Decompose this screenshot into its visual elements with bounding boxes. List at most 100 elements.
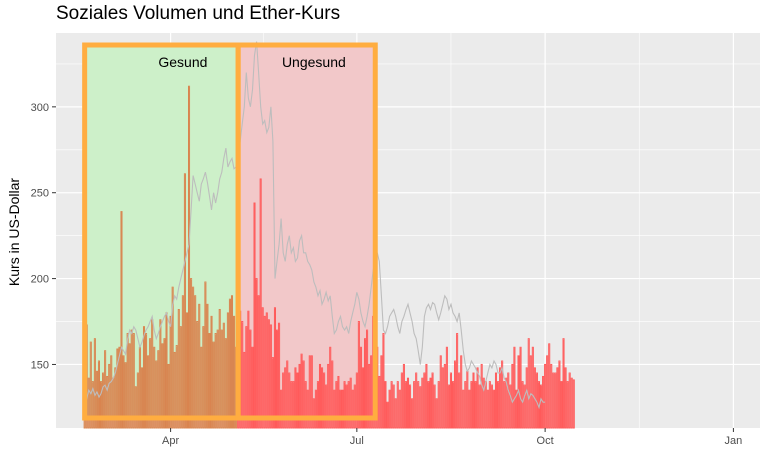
volume-bar bbox=[478, 384, 481, 429]
volume-bar bbox=[396, 381, 399, 429]
volume-bar bbox=[280, 389, 283, 429]
volume-bar bbox=[474, 381, 477, 429]
volume-bar bbox=[179, 326, 182, 429]
volume-bar bbox=[308, 355, 311, 429]
volume-bar bbox=[499, 367, 502, 429]
volume-bar bbox=[464, 381, 467, 429]
volume-bar bbox=[190, 278, 193, 429]
volume-bar bbox=[284, 367, 287, 429]
volume-bar bbox=[128, 343, 131, 429]
volume-bar bbox=[316, 381, 319, 429]
volume-bar bbox=[349, 377, 352, 429]
volume-bar bbox=[198, 303, 201, 429]
volume-bar bbox=[294, 367, 297, 429]
volume-bar bbox=[136, 372, 139, 429]
volume-bar bbox=[310, 355, 313, 429]
volume-bar bbox=[492, 389, 495, 429]
volume-bar bbox=[132, 333, 135, 429]
volume-bar bbox=[503, 381, 506, 429]
volume-bar bbox=[400, 372, 403, 429]
volume-bar bbox=[423, 372, 426, 429]
volume-bar bbox=[306, 389, 309, 429]
volume-bar bbox=[560, 381, 563, 429]
volume-bar bbox=[183, 173, 186, 429]
volume-bar bbox=[540, 384, 543, 429]
volume-bar bbox=[456, 333, 459, 429]
volume-bar bbox=[531, 346, 534, 429]
volume-bar bbox=[357, 321, 360, 429]
highlight-boxes bbox=[82, 42, 378, 421]
volume-bar bbox=[265, 312, 268, 429]
volume-bar bbox=[390, 381, 393, 429]
volume-bar bbox=[247, 310, 250, 429]
volume-bar bbox=[402, 363, 405, 429]
volume-bar bbox=[267, 319, 270, 429]
volume-bar bbox=[398, 389, 401, 429]
volume-bar bbox=[206, 303, 209, 429]
volume-bar bbox=[427, 381, 430, 429]
volume-bar bbox=[572, 379, 575, 429]
volume-bar bbox=[91, 381, 94, 429]
volume-bar bbox=[568, 372, 571, 429]
volume-bar bbox=[196, 321, 199, 429]
volume-bar bbox=[347, 381, 350, 429]
volume-bar bbox=[339, 389, 342, 429]
volume-bar bbox=[494, 372, 498, 429]
volume-bar bbox=[449, 372, 453, 429]
volume-bar bbox=[100, 381, 103, 429]
volume-bar bbox=[431, 372, 434, 429]
volume-bar bbox=[204, 281, 207, 429]
volume-bar bbox=[126, 333, 129, 429]
x-axis-ticks: Apr Jul Oct Jan bbox=[162, 428, 742, 447]
volume-bar bbox=[122, 355, 125, 429]
volume-bar bbox=[208, 333, 211, 429]
price-line bbox=[84, 41, 546, 410]
volume-bar bbox=[470, 381, 473, 429]
volume-bar bbox=[282, 372, 285, 429]
volume-bar bbox=[458, 372, 461, 429]
volume-bar bbox=[124, 362, 127, 429]
volume-bar bbox=[145, 333, 148, 429]
volume-bar bbox=[439, 355, 442, 429]
volume-bar bbox=[460, 355, 463, 429]
volume-bar bbox=[188, 85, 191, 429]
y-tick-label: 150 bbox=[31, 359, 49, 371]
volume-bar bbox=[437, 381, 440, 429]
volume-bar bbox=[359, 346, 362, 429]
volume-bar bbox=[529, 355, 532, 429]
volume-bar bbox=[413, 381, 416, 429]
volume-bar bbox=[556, 367, 559, 429]
volume-bar bbox=[388, 389, 391, 429]
volume-bar bbox=[364, 338, 367, 429]
volume-bar bbox=[486, 389, 489, 429]
volume-bar bbox=[351, 389, 354, 429]
volume-bar bbox=[192, 286, 195, 429]
volume-bar bbox=[361, 367, 365, 429]
volume-bar bbox=[147, 355, 150, 429]
volume-bar bbox=[523, 384, 526, 429]
volume-bar bbox=[167, 363, 170, 429]
volume-bar bbox=[435, 398, 438, 429]
volume-bar bbox=[417, 381, 420, 429]
volume-bar bbox=[130, 329, 133, 429]
volume-bar bbox=[102, 372, 105, 429]
volume-bar bbox=[230, 295, 234, 429]
volume-bar bbox=[380, 355, 383, 429]
volume-bar bbox=[140, 367, 143, 429]
region-label-ungesund: Ungesund bbox=[282, 54, 346, 70]
volume-bar bbox=[443, 363, 446, 429]
volume-bar bbox=[419, 386, 422, 429]
region-labels: Gesund Ungesund bbox=[158, 54, 345, 70]
volume-bar bbox=[335, 381, 338, 429]
volume-bar bbox=[278, 322, 281, 429]
volume-bar bbox=[173, 351, 176, 429]
volume-bar bbox=[245, 326, 248, 429]
volume-bar bbox=[333, 389, 336, 429]
volume-bar bbox=[527, 338, 530, 429]
volume-bar bbox=[392, 384, 395, 429]
volume-bar bbox=[433, 384, 436, 429]
volume-bar bbox=[366, 329, 369, 429]
volume-bar bbox=[142, 326, 146, 429]
volume-bar bbox=[519, 346, 522, 429]
